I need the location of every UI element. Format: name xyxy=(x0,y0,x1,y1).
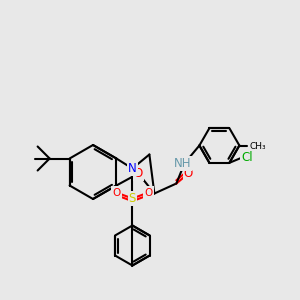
Text: O: O xyxy=(144,188,152,197)
Text: Cl: Cl xyxy=(242,151,253,164)
Text: S: S xyxy=(129,192,136,205)
Text: CH₃: CH₃ xyxy=(249,142,266,151)
Text: NH: NH xyxy=(174,157,191,170)
Text: O: O xyxy=(134,167,143,180)
Text: N: N xyxy=(128,162,137,175)
Text: O: O xyxy=(184,167,193,180)
Text: O: O xyxy=(112,188,121,197)
